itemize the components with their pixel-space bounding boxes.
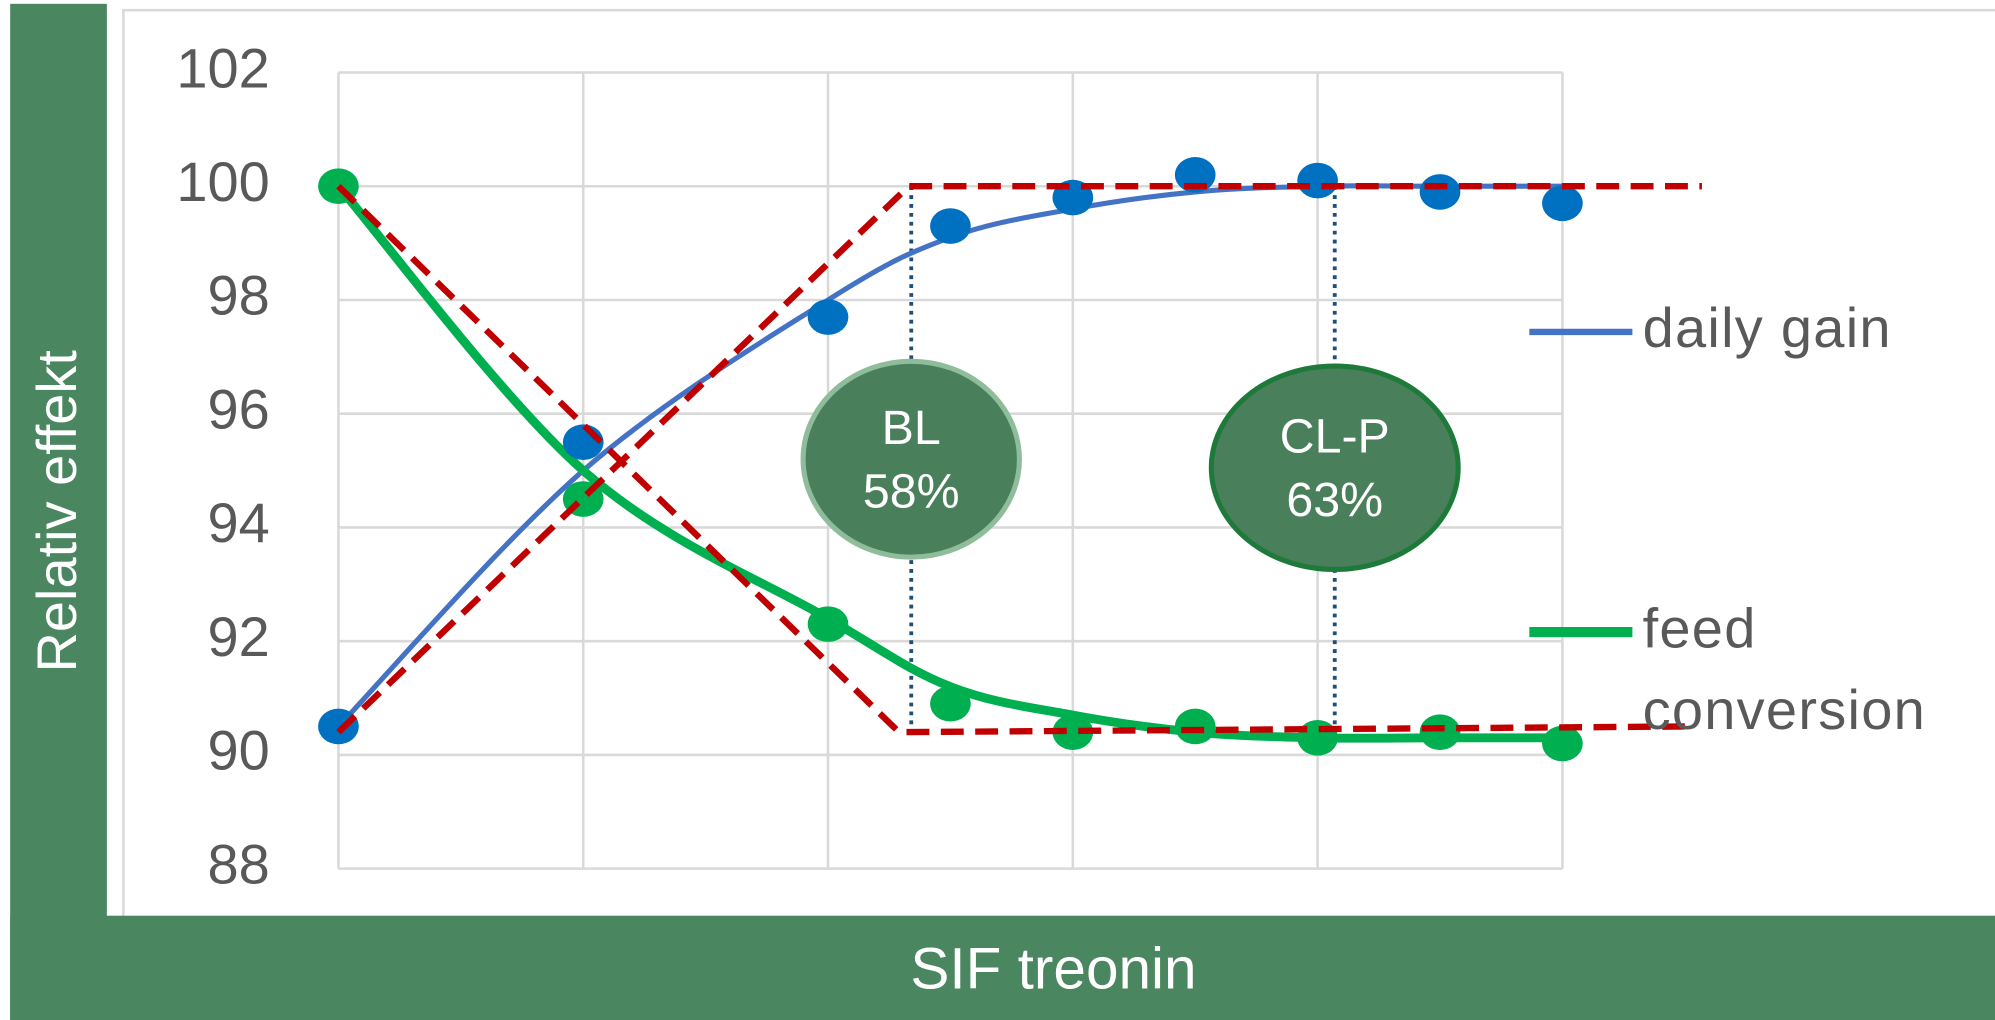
annotation-bubble [1208,363,1461,573]
data-point [1419,714,1461,750]
legend-item: feed conversion [1642,597,1927,742]
x-axis-band [10,915,1995,1020]
legend-label: feed conversion [1642,597,1927,742]
legend-label: daily gain [1642,297,1892,360]
y-tick-label: 90 [207,719,269,782]
data-point [1542,725,1583,762]
data-point [1297,162,1338,199]
legend-item: daily gain [1642,297,1892,360]
annotation-text: BL [882,401,941,455]
y-axis-label: Relativ effekt [25,350,88,673]
data-point [1419,174,1461,210]
data-point [807,299,849,335]
data-point [1174,708,1216,745]
y-tick-label: 102 [176,36,269,99]
annotation-text: 63% [1286,473,1383,527]
broken-line [336,183,1685,736]
data-point [807,606,849,642]
fit-line [335,183,1563,743]
broken-line [336,183,1702,735]
y-tick-label: 100 [176,150,269,213]
data-point [1542,185,1583,222]
y-tick-label: 98 [207,264,269,327]
data-point [930,685,971,722]
plot-frame [122,8,1995,928]
annotation-text: 58% [863,465,960,519]
annotation-bubble [800,358,1022,560]
data-point [1052,714,1094,750]
data-point [930,208,971,244]
data-point [318,708,359,745]
y-tick-label: 92 [207,605,269,668]
annotation-text: CL-P [1280,410,1390,464]
y-tick-label: 88 [207,832,269,895]
y-tick-label: 96 [207,377,269,440]
y-axis-band [10,3,107,1020]
x-axis-label: SIF treonin [910,936,1196,1001]
y-tick-label: 94 [207,491,269,554]
data-point [1297,720,1338,756]
